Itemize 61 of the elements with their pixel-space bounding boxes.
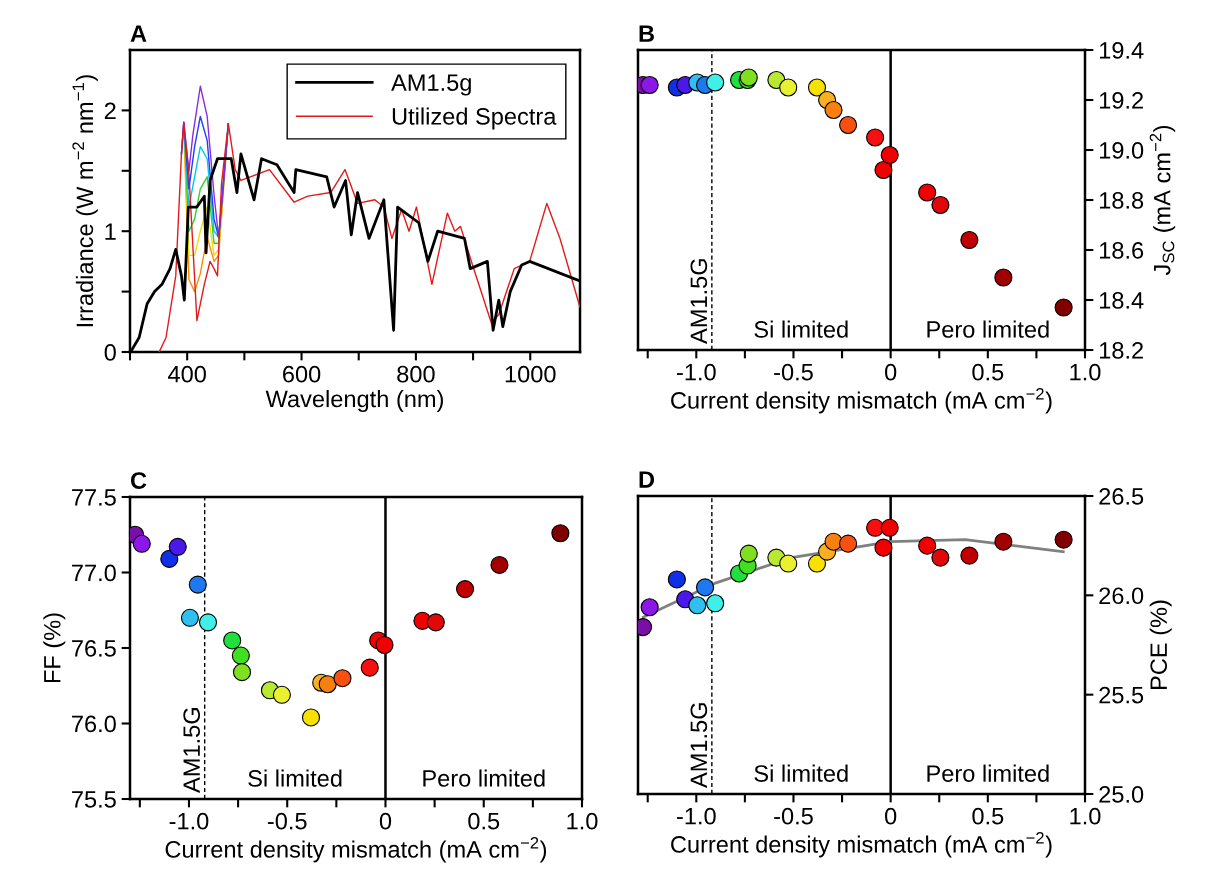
x-tick-label: 0.5 [468,812,500,830]
y-tick-label: 77.5 [72,489,116,506]
y-tick-label: 1 [105,223,116,240]
annotation: Pero limited [927,764,1049,782]
x-tick-label: -1.0 [677,363,716,381]
y-tick-label: 0 [104,344,116,361]
x-axis-title: Wavelength (nm) [265,389,443,412]
annotation: Pero limited [423,769,545,787]
x-tick-label: 0 [379,812,392,830]
y-tick-label: 25.5 [1099,686,1144,704]
y-tick-label: 77.0 [72,564,116,582]
y-tick-label: 26.0 [1099,587,1144,605]
x-tick-label: -0.5 [267,812,307,830]
x-tick-label: 1.0 [567,812,598,830]
x-tick-label: -0.5 [774,807,813,825]
annotation: Si limited [248,769,342,787]
y-tick-label: 18.4 [1099,292,1144,309]
y-tick-label: 19.2 [1099,92,1143,109]
x-tick-label: 600 [283,365,321,383]
annotation: Si limited [754,764,848,782]
y-tick-label: 2 [104,102,116,119]
x-tick-label: 1000 [505,365,556,383]
y-tick-label: 18.6 [1099,242,1144,259]
ref-line-label: AM1.5G [690,259,708,344]
legend-label: Utilized Spectra [392,107,557,130]
y-tick-label: 76.0 [72,715,116,733]
x-tick-label: 0.5 [972,363,1004,381]
y-axis-title: Irradiance (W m$^{−2}$ nm$^{−1}$) [72,75,98,327]
x-axis-title: Current density mismatch (mA cm$^{−2}$) [671,387,1052,414]
ref-line-label: AM1.5G [690,703,708,788]
x-tick-label: 1.0 [1070,807,1101,825]
annotation: Pero limited [927,320,1049,338]
x-tick-label: 0 [885,363,897,381]
x-tick-label: 800 [397,365,435,383]
chart-title: A [130,25,147,42]
x-axis-title: Current density mismatch (mA cm$^{−2}$) [165,836,547,863]
y-tick-label: 18.2 [1099,342,1143,359]
y-tick-label: 26.5 [1099,488,1144,505]
legend-label: AM1.5g [391,74,471,96]
y-tick-label: 19.0 [1099,142,1144,159]
annotation: Si limited [754,320,848,338]
x-axis-title: Current density mismatch (mA cm$^{−2}$) [671,831,1052,858]
chart-title: B [639,25,654,42]
y-axis-title: PCE (%) [1149,600,1172,689]
x-tick-label: 1.0 [1070,363,1101,381]
x-tick-label: -1.0 [677,807,716,825]
chart-title: D [639,471,655,488]
y-tick-label: 76.5 [72,640,116,657]
chart-title: C [130,472,147,489]
x-tick-label: 400 [168,365,206,383]
y-tick-label: 75.5 [72,791,116,808]
x-tick-label: -0.5 [774,363,813,381]
y-axis-title: FF (%) [43,613,66,683]
y-tick-label: 19.4 [1099,42,1144,59]
x-tick-label: -1.0 [169,812,209,830]
y-tick-label: 25.0 [1099,786,1144,803]
y-axis-title: J$_{SC}$ (mA cm$^{−2}$) [1149,125,1176,276]
y-tick-label: 18.8 [1099,192,1144,209]
x-tick-label: 0 [885,807,897,825]
x-tick-label: 0.5 [972,807,1004,825]
ref-line-label: AM1.5G [183,708,201,793]
